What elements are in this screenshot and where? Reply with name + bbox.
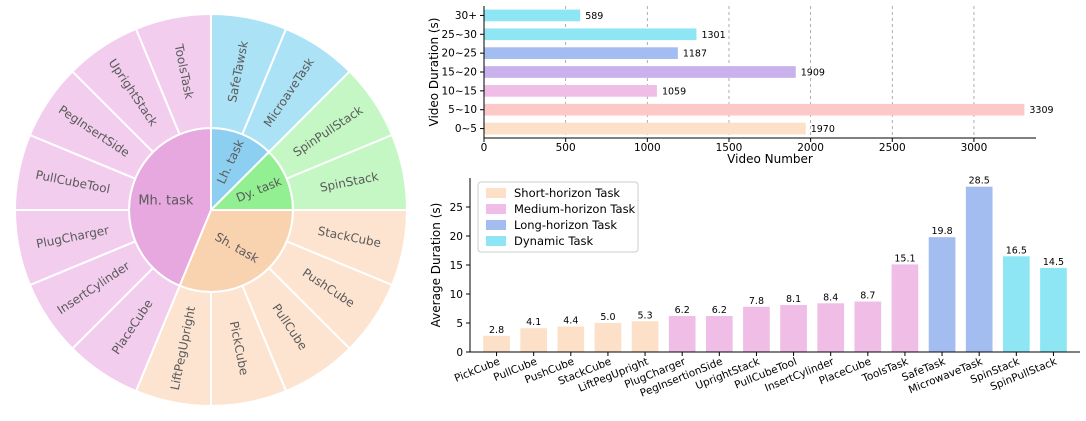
bar-value-label: 1909 (801, 68, 825, 79)
bar (484, 9, 581, 22)
legend-label: Medium-horizon Task (514, 202, 636, 216)
bar-value-label: 6.2 (675, 305, 690, 316)
x-tick-label: 2500 (879, 142, 906, 154)
bar-value-label: 1970 (811, 124, 835, 135)
bar-value-label: 8.1 (786, 294, 801, 305)
bar (780, 305, 807, 352)
bar (484, 28, 697, 41)
y-axis-title: Average Duration (s) (429, 203, 443, 328)
x-tick-label: 3000 (961, 142, 988, 154)
y-tick-label: 15 (450, 260, 463, 272)
bar (1002, 256, 1030, 352)
legend-label: Dynamic Task (514, 234, 594, 248)
bar-value-label: 15.1 (894, 253, 915, 264)
bar-value-label: 7.8 (749, 296, 764, 307)
bar (891, 264, 919, 352)
sunburst-outer-wedge (134, 12, 212, 136)
y-tick-label: 20~25 (441, 48, 477, 60)
bar (594, 323, 622, 352)
y-tick-label: 20 (450, 231, 463, 243)
bar (817, 303, 845, 352)
bar (743, 306, 770, 352)
y-tick-label: 5~10 (448, 104, 477, 116)
average-duration-chart: 2.8PickCube4.1PullCube4.4PushCube5.0Stac… (429, 176, 1080, 400)
bar (484, 66, 796, 78)
bar (1040, 267, 1067, 352)
legend-swatch (486, 220, 506, 230)
y-axis-title: Video Duration (s) (427, 18, 441, 127)
bar-value-label: 28.5 (969, 176, 990, 187)
bar-value-label: 3309 (1029, 105, 1053, 116)
x-tick-label: 1000 (634, 142, 661, 154)
x-tick-label: 500 (556, 142, 576, 154)
bar-value-label: 8.4 (823, 292, 838, 303)
bar (631, 321, 659, 352)
bar (557, 326, 585, 352)
bar-value-label: 16.5 (1006, 245, 1027, 256)
bar (705, 316, 733, 352)
y-tick-label: 30+ (455, 10, 477, 22)
legend-swatch (486, 204, 506, 214)
bar-value-label: 1187 (683, 49, 707, 60)
y-tick-label: 10 (450, 289, 463, 301)
y-tick-label: 5 (456, 318, 463, 330)
legend-box (477, 181, 639, 253)
x-axis-title: Video Number (727, 152, 813, 166)
y-tick-label: 15~20 (441, 67, 477, 79)
bar-value-label: 8.7 (860, 291, 875, 302)
x-tick-label: 1500 (716, 142, 743, 154)
bar (668, 316, 696, 352)
bar-value-label: 14.5 (1043, 257, 1064, 268)
bar (484, 47, 678, 59)
sunburst-inner-label: Mh. task (138, 194, 194, 209)
y-tick-label: 25~30 (441, 29, 477, 41)
y-tick-label: 0~5 (455, 123, 477, 135)
y-tick-label: 0 (456, 347, 463, 359)
x-tick-label: 2000 (797, 142, 824, 154)
bar (965, 186, 993, 352)
bar-value-label: 1301 (701, 30, 725, 41)
bar-value-label: 19.8 (931, 226, 952, 237)
bar (484, 103, 1025, 116)
bar-value-label: 5.0 (600, 312, 615, 323)
bar-value-label: 5.3 (638, 310, 653, 321)
legend-swatch (486, 188, 506, 198)
legend-label: Long-horizon Task (514, 218, 617, 232)
bar-value-label: 2.8 (489, 325, 504, 336)
bar (483, 335, 510, 352)
bar (854, 301, 882, 352)
bar-value-label: 6.2 (712, 305, 727, 316)
bar-value-label: 589 (585, 11, 603, 22)
bar-value-label: 4.4 (563, 315, 578, 326)
bar-value-label: 4.1 (526, 317, 541, 328)
bar-value-label: 1059 (662, 86, 686, 97)
bar (484, 85, 657, 97)
y-tick-label: 10~15 (441, 85, 477, 97)
bar (928, 237, 956, 352)
legend-swatch (486, 236, 506, 246)
bar (520, 328, 548, 352)
duration-histogram-chart: 589 30+ 1301 25~30 1187 20~25 1909 15~20 1059 10~… (427, 6, 1054, 166)
legend-label: Short-horizon Task (514, 186, 620, 200)
bar (484, 122, 806, 135)
y-tick-label: 25 (450, 202, 463, 214)
x-tick-label: 0 (481, 142, 488, 154)
